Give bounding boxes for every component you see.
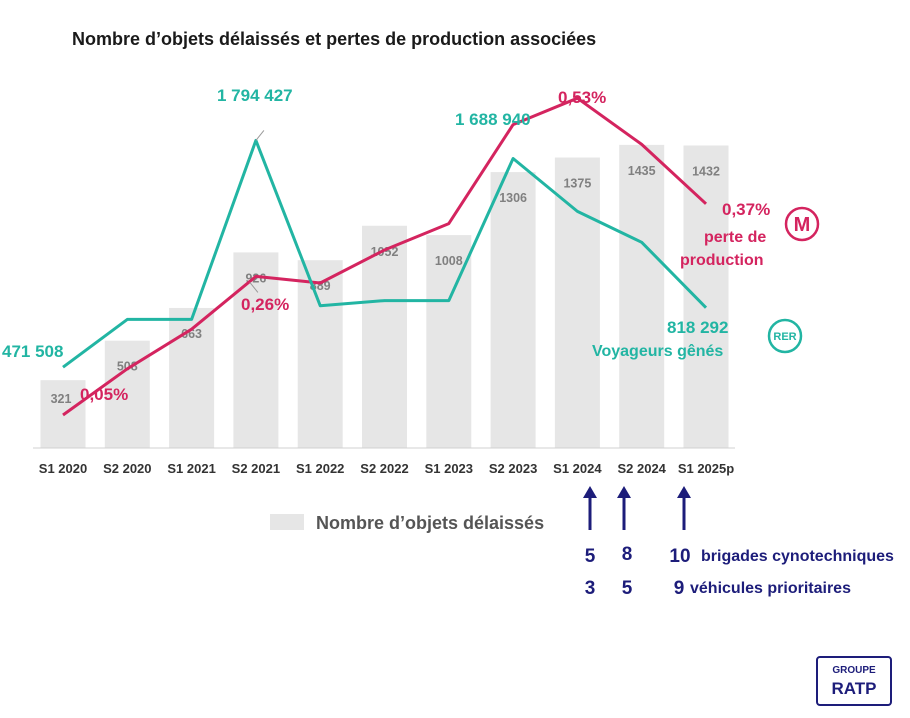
perte-production-line (62, 96, 708, 417)
legend: Nombre d’objets délaissés (270, 513, 544, 533)
metro-badge-icon: M (784, 206, 820, 242)
arrow-up-icon (677, 486, 691, 530)
bar-value-label: 508 (117, 360, 138, 374)
perte-label-first: 0,05% (80, 385, 128, 404)
bar-s2-2021 (233, 252, 279, 448)
vehicules-count-s1-2025: 9 (674, 578, 685, 599)
mid-leader-line (249, 282, 259, 293)
rer-badge-icon: RER (767, 318, 803, 354)
vehicules-count-s2-2024: 5 (622, 578, 633, 599)
perte-series-label-2: production (680, 252, 764, 269)
x-tick-label: S2 2020 (103, 461, 151, 476)
x-tick-label: S1 2020 (39, 461, 87, 476)
bar-value-label: 321 (51, 392, 72, 406)
bar-value-label: 1435 (628, 164, 656, 178)
arrow-up-icon (617, 486, 631, 530)
metro-badge-text: M (794, 214, 811, 236)
vehicules-text: véhicules prioritaires (690, 580, 851, 597)
line-series (62, 96, 708, 417)
rer-badge-text: RER (773, 331, 796, 343)
logo-line-1: GROUPE (832, 665, 876, 676)
bar-s2-2024 (619, 144, 665, 448)
peak-leader-line (255, 130, 265, 141)
brigades-text: brigades cynotechniques (701, 548, 894, 565)
reinforcement-counts: 5 8 10 brigades cynotechniques 3 5 9 véh… (585, 544, 894, 599)
x-tick-label: S1 2021 (167, 461, 215, 476)
arrow-up-icon (583, 486, 597, 530)
bar-value-label: 1432 (692, 164, 720, 178)
x-tick-label: S2 2022 (360, 461, 408, 476)
x-tick-label: S2 2023 (489, 461, 537, 476)
category-labels: S1 2020 S2 2020 S1 2021 S2 2021 S1 2022 S2 20… (39, 461, 734, 476)
vehicules-count-s1-2024: 3 (585, 578, 596, 599)
chart-title: Nombre d’objets délaissés et pertes de p… (72, 29, 596, 49)
reinforcement-arrows (583, 486, 691, 530)
ratp-logo: GROUPE RATP (816, 656, 892, 706)
voyageurs-genes-line (62, 138, 708, 369)
voyageurs-label-peak1: 1 794 427 (217, 86, 293, 105)
x-tick-label: S1 2024 (553, 461, 602, 476)
brigades-count-s1-2025: 10 (669, 546, 690, 567)
x-tick-label: S2 2021 (232, 461, 280, 476)
x-tick-label: S1 2022 (296, 461, 344, 476)
logo-line-2: RATP (831, 679, 876, 698)
perte-label-last: 0,37% (722, 200, 770, 219)
x-tick-label: S2 2024 (617, 461, 666, 476)
voyageurs-label-first: 471 508 (2, 342, 63, 361)
legend-label: Nombre d’objets délaissés (316, 513, 544, 533)
bar-s2-2023 (490, 172, 536, 449)
voyageurs-label-last: 818 292 (667, 318, 728, 337)
voyageurs-series-label: Voyageurs gênés (592, 343, 723, 360)
legend-swatch (270, 514, 304, 530)
perte-series-label-1: perte de (704, 229, 766, 246)
x-tick-label: S1 2023 (425, 461, 473, 476)
bar-s2-2022 (362, 225, 407, 448)
bar-s1-2025p (683, 145, 729, 449)
x-tick-label: S1 2025p (678, 461, 734, 476)
brigades-count-s2-2024: 8 (622, 544, 633, 565)
bar-s1-2024 (554, 157, 600, 448)
perte-label-peak: 0,53% (558, 88, 606, 107)
bar-value-label: 663 (181, 327, 202, 341)
bar-value-label: 1008 (435, 254, 463, 268)
bar-s1-2021 (169, 307, 215, 448)
bar-value-label: 1306 (499, 191, 527, 205)
bar-value-label: 1375 (563, 177, 591, 191)
perte-label-mid: 0,26% (241, 295, 289, 314)
bar-s1-2022 (297, 260, 343, 448)
brigades-count-s1-2024: 5 (585, 546, 596, 567)
voyageurs-label-peak2: 1 688 940 (455, 110, 531, 129)
